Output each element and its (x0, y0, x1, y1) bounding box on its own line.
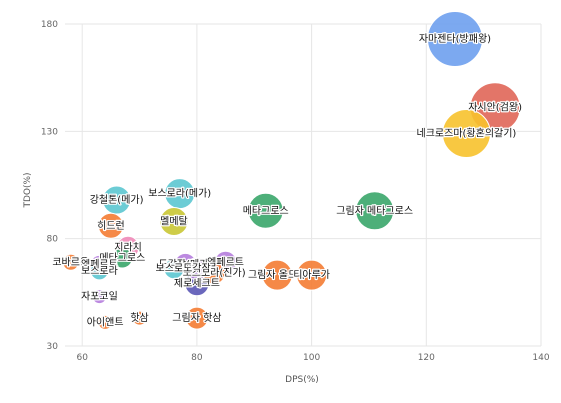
bubble-point[interactable] (355, 191, 395, 231)
bubble-label: 보스로라 (156, 263, 193, 275)
bubble-point[interactable] (97, 212, 124, 239)
bubble-point[interactable] (89, 261, 109, 281)
x-tick-label: 60 (76, 353, 88, 363)
bubble-point[interactable] (185, 257, 209, 281)
y-tick-label: 30 (47, 342, 59, 352)
x-tick-label: 140 (532, 353, 549, 363)
bubble-point[interactable] (97, 314, 113, 330)
x-tick-label: 120 (418, 353, 435, 363)
bubble-point[interactable] (163, 258, 185, 280)
y-axis-ticks: 30 80 130 180 (41, 20, 58, 352)
bubble-label: 엠페르트 (81, 258, 118, 270)
y-tick-label: 130 (41, 127, 58, 137)
bubbles-layer (62, 11, 521, 330)
bubble-point[interactable] (132, 310, 148, 326)
bubble-label: 티아루가 (293, 269, 330, 281)
bubble-label: 아이앤트 (87, 316, 124, 328)
bubble-labels-layer: 자마젠타(방패왕) 자시안(검왕) 네크로즈마(황혼의갈기) 메타그로스 그림자 메타그… (51, 32, 523, 330)
bubble-point[interactable] (111, 247, 133, 269)
grid (65, 23, 542, 347)
bubble-label: 그림자 핫삼 (172, 312, 221, 324)
y-tick-label: 80 (47, 235, 59, 245)
bubble-label: 강철톤(메가) (90, 194, 144, 206)
bubble-label: 보스로라(진가) (183, 267, 246, 279)
bubble-label: 그림자 올드류 (248, 269, 306, 281)
bubble-point[interactable] (296, 259, 328, 291)
bubble-label: 보스로라 (81, 265, 118, 277)
bubble-point[interactable] (159, 206, 189, 236)
y-tick-label: 180 (41, 20, 58, 30)
bubble-point[interactable] (426, 11, 483, 68)
bubble-label: 핫삼 (130, 312, 148, 324)
bubble-point[interactable] (247, 192, 284, 229)
bubble-label: 도각잠 (183, 263, 211, 275)
bubble-label: 제로세크트 (174, 278, 220, 290)
bubble-point[interactable] (91, 289, 107, 305)
bubble-label: 자시안(검왕) (468, 102, 522, 114)
bubble-label: 지라치 (114, 241, 142, 253)
bubble-label: 코바르온 (52, 256, 89, 268)
bubble-label: 메타그로스 (99, 252, 145, 264)
bubble-point[interactable] (185, 306, 209, 330)
bubble-label: 자포코일 (81, 291, 118, 303)
y-axis-title: TDO(%) (23, 172, 33, 208)
bubble-point[interactable] (261, 259, 293, 291)
x-axis-ticks: 60 80 100 120 140 (76, 353, 549, 363)
bubble-label: 엠페르트 (207, 256, 244, 268)
bubble-point[interactable] (102, 185, 132, 215)
bubble-label: 도각잠(메가) (159, 258, 213, 270)
bubble-label: 히드런 (97, 220, 125, 232)
bubble-label: 그림자 메타그로스 (336, 205, 413, 217)
bubble-label: 자마젠타(방패왕) (419, 33, 491, 45)
bubble-point[interactable] (441, 108, 491, 158)
bubble-label: 멜메탈 (160, 214, 188, 227)
bubble-label: 네크로즈마(황혼의갈기) (417, 126, 517, 139)
bubble-label: 메타그로스 (243, 205, 289, 217)
bubble-label: 보스로라(메가) (148, 188, 211, 200)
bubble-point[interactable] (62, 253, 80, 271)
x-axis-title: DPS(%) (285, 375, 319, 385)
x-tick-label: 80 (191, 353, 203, 363)
x-tick-label: 100 (303, 353, 320, 363)
